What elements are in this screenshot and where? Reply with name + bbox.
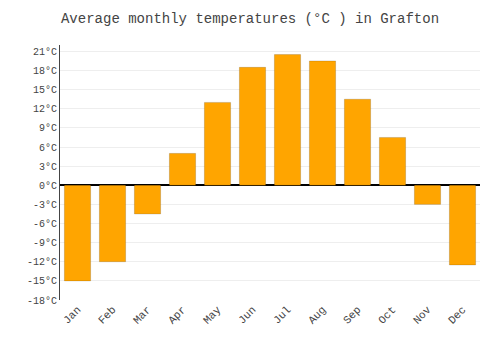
svg-text:Mar: Mar xyxy=(131,304,153,326)
svg-text:Jan: Jan xyxy=(61,304,83,326)
svg-text:6°C: 6°C xyxy=(39,143,57,154)
svg-text:Jun: Jun xyxy=(236,304,258,326)
svg-text:Average monthly temperatures (: Average monthly temperatures (°C ) in Gr… xyxy=(61,11,439,27)
svg-text:9°C: 9°C xyxy=(39,123,57,134)
svg-text:Feb: Feb xyxy=(96,304,118,326)
svg-text:-6°C: -6°C xyxy=(33,219,57,230)
svg-text:12°C: 12°C xyxy=(33,104,57,115)
svg-text:-12°C: -12°C xyxy=(27,257,57,268)
svg-text:3°C: 3°C xyxy=(39,162,57,173)
svg-text:Jul: Jul xyxy=(271,304,293,326)
svg-text:Apr: Apr xyxy=(166,304,188,326)
svg-text:-3°C: -3°C xyxy=(33,200,57,211)
svg-text:-18°C: -18°C xyxy=(27,296,57,307)
svg-text:May: May xyxy=(201,304,224,327)
svg-text:Dec: Dec xyxy=(446,304,468,326)
svg-text:-15°C: -15°C xyxy=(27,276,57,287)
svg-text:18°C: 18°C xyxy=(33,66,57,77)
svg-text:-9°C: -9°C xyxy=(33,238,57,249)
svg-text:0°C: 0°C xyxy=(39,181,57,192)
svg-text:21°C: 21°C xyxy=(33,47,57,58)
svg-text:Oct: Oct xyxy=(376,304,398,326)
svg-text:Aug: Aug xyxy=(306,304,328,326)
svg-text:15°C: 15°C xyxy=(33,85,57,96)
svg-text:Nov: Nov xyxy=(411,304,434,327)
svg-text:Sep: Sep xyxy=(341,304,363,326)
